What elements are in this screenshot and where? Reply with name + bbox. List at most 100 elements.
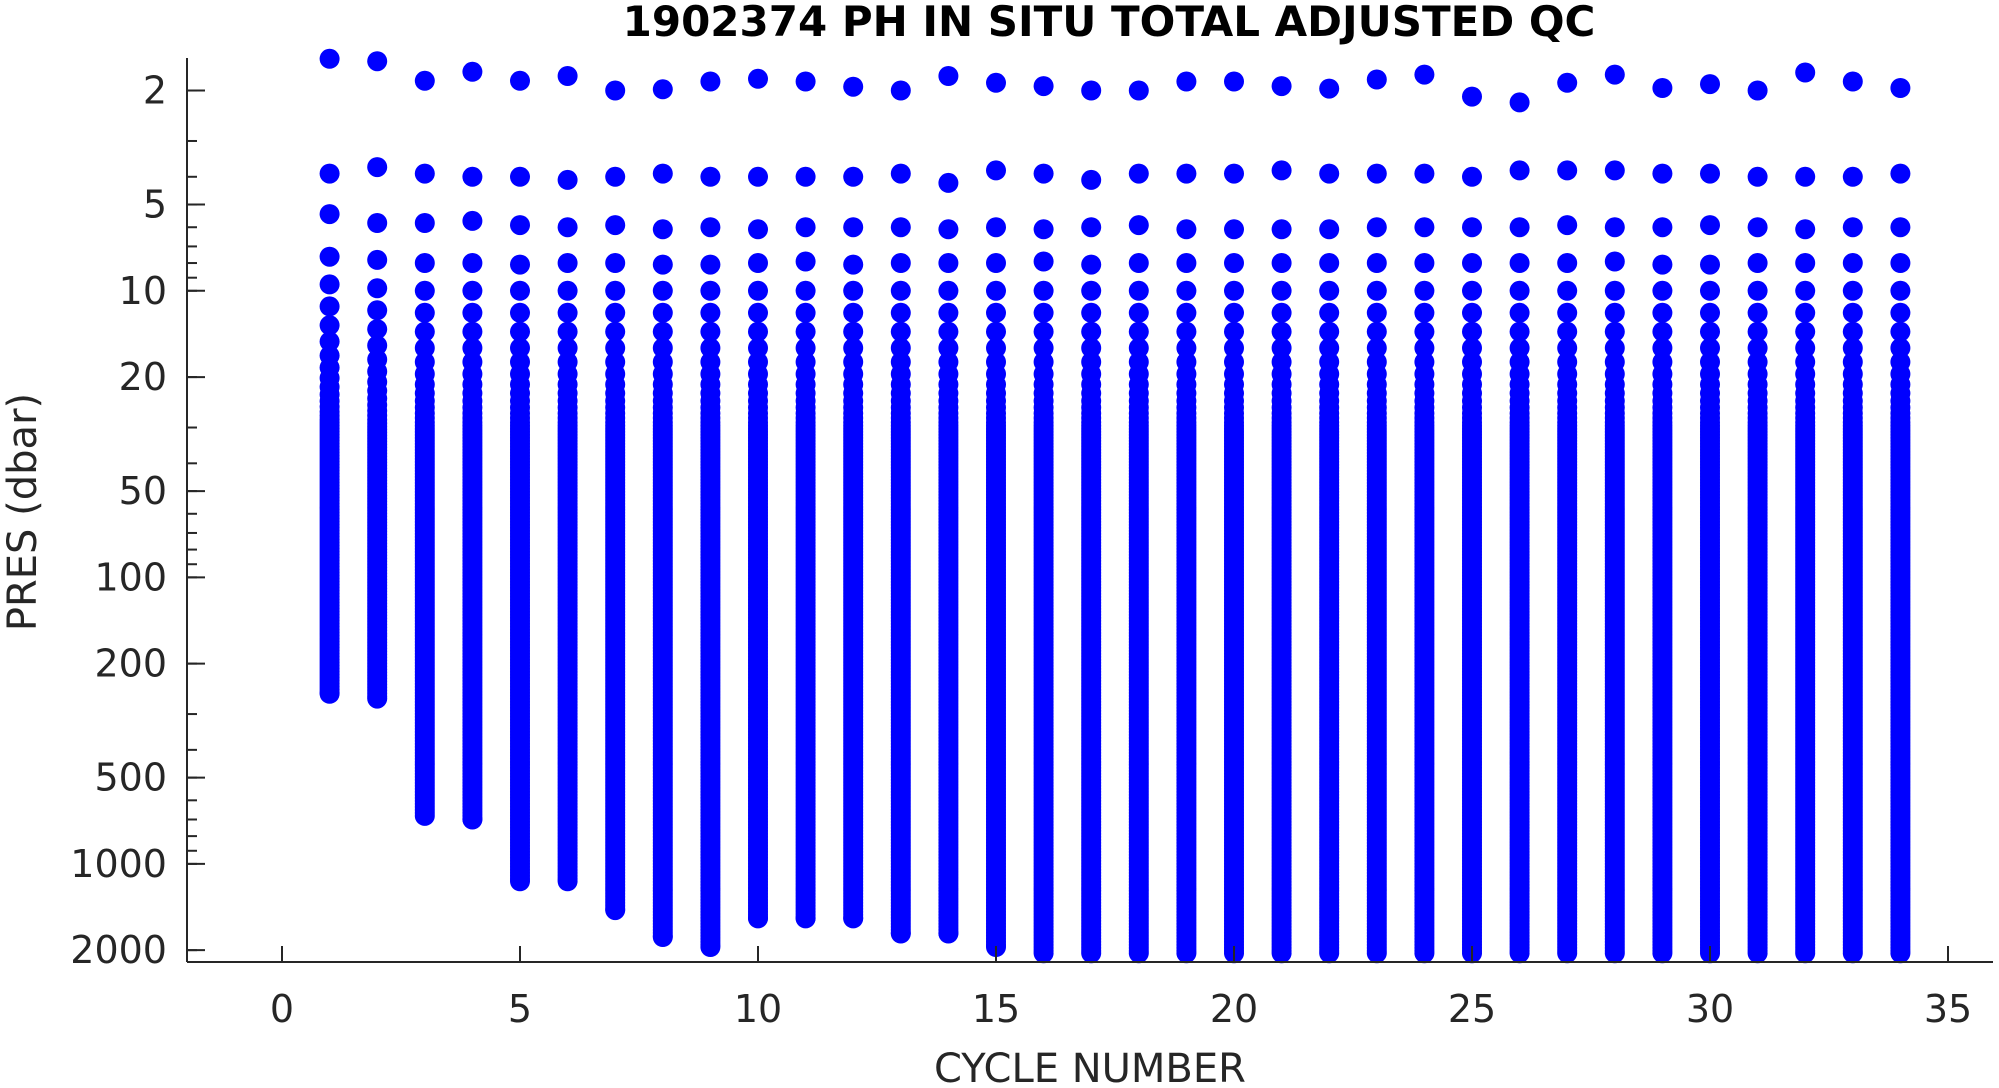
data-point — [1366, 217, 1387, 238]
data-point — [462, 302, 483, 323]
data-point — [1176, 219, 1197, 240]
data-point — [795, 280, 816, 301]
data-points — [319, 48, 1911, 964]
data-point — [510, 871, 530, 892]
data-point — [1557, 943, 1578, 964]
data-point — [1271, 943, 1292, 964]
data-point — [843, 76, 864, 97]
data-point — [414, 321, 435, 342]
data-point — [1414, 64, 1435, 85]
data-point — [795, 302, 816, 323]
data-point — [843, 254, 864, 275]
data-point — [1271, 219, 1292, 240]
data-point — [1271, 302, 1292, 323]
data-point — [319, 274, 340, 295]
data-point — [938, 66, 959, 86]
data-point — [652, 79, 673, 100]
data-point — [652, 927, 673, 947]
data-point — [1319, 253, 1340, 273]
data-point — [1604, 217, 1625, 238]
data-point — [1128, 163, 1149, 184]
data-point — [319, 246, 340, 267]
data-point — [510, 70, 530, 91]
data-point — [1176, 163, 1197, 184]
data-point — [748, 166, 768, 187]
data-point — [700, 321, 721, 342]
data-point — [1224, 163, 1244, 184]
data-point — [1271, 253, 1292, 273]
data-point — [1557, 215, 1578, 236]
data-point — [1033, 280, 1054, 301]
data-point — [1128, 943, 1149, 964]
data-point — [1224, 302, 1244, 323]
data-point — [557, 66, 578, 86]
data-point — [557, 217, 578, 238]
data-point — [1414, 943, 1435, 964]
data-point — [1224, 219, 1244, 240]
data-point — [1462, 166, 1482, 187]
data-point — [795, 251, 816, 272]
data-point — [414, 280, 435, 301]
data-point — [1414, 302, 1435, 323]
data-point — [1319, 219, 1340, 240]
data-point — [795, 321, 816, 342]
data-point — [843, 908, 864, 929]
data-point — [1033, 163, 1054, 184]
data-point — [1081, 338, 1102, 358]
data-point — [700, 338, 721, 358]
data-point — [414, 302, 435, 323]
data-point — [938, 172, 959, 193]
data-point — [1557, 160, 1578, 181]
data-point — [748, 338, 768, 358]
data-point — [1509, 160, 1530, 181]
data-point — [319, 48, 340, 69]
data-point — [1081, 280, 1102, 301]
data-point — [1414, 280, 1435, 301]
data-point — [938, 280, 959, 301]
data-point — [795, 908, 816, 929]
data-point — [890, 253, 911, 273]
data-point — [510, 254, 530, 275]
data-point — [1128, 302, 1149, 323]
data-point — [557, 169, 578, 190]
data-point — [1509, 92, 1530, 113]
data-point — [1176, 253, 1197, 273]
data-point — [1176, 280, 1197, 301]
data-point — [843, 166, 864, 187]
data-point — [748, 253, 768, 273]
data-point — [1366, 253, 1387, 273]
data-point — [1081, 321, 1102, 342]
data-point — [1033, 302, 1054, 323]
data-point — [1557, 253, 1578, 273]
data-point — [1271, 321, 1292, 342]
data-point — [1128, 215, 1149, 236]
data-point — [1509, 302, 1530, 323]
data-point — [795, 338, 816, 358]
data-point — [890, 321, 911, 342]
data-point — [1176, 321, 1197, 342]
data-point — [748, 908, 768, 929]
data-point — [1509, 253, 1530, 273]
data-point — [1128, 80, 1149, 101]
data-point — [1557, 280, 1578, 301]
data-point — [700, 217, 721, 238]
data-point — [414, 213, 435, 233]
data-point — [1319, 163, 1340, 184]
data-point — [1462, 253, 1482, 273]
data-point — [367, 319, 388, 340]
data-point — [1462, 217, 1482, 238]
data-point — [414, 163, 435, 184]
data-point — [795, 71, 816, 92]
data-point — [1176, 943, 1197, 964]
data-point — [319, 315, 340, 336]
data-point — [1081, 169, 1102, 190]
data-point — [890, 217, 911, 238]
data-point — [605, 80, 626, 101]
data-point — [938, 253, 959, 273]
data-point — [700, 280, 721, 301]
data-point — [1081, 302, 1102, 323]
data-point — [986, 302, 1006, 323]
data-point — [1081, 943, 1102, 964]
data-point — [367, 249, 388, 270]
data-point — [1462, 86, 1482, 107]
